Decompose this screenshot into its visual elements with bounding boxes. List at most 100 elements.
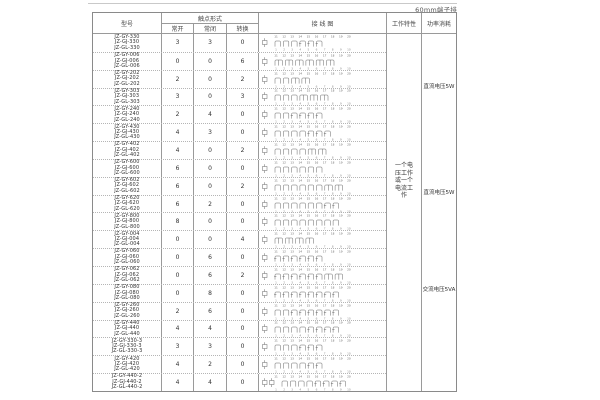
bottom-terminal-number: 4 <box>299 66 301 69</box>
normally-closed-contact-icon <box>299 113 306 119</box>
top-terminal-number: 18 <box>331 267 335 271</box>
model-number: JZ-GL-260 <box>114 312 140 319</box>
top-terminal-number: 15 <box>307 107 311 111</box>
top-terminal-number: 17 <box>323 142 327 146</box>
co-count-cell: 0 <box>226 34 258 52</box>
nc-count-cell: 4 <box>193 320 226 338</box>
top-terminal-number: 16 <box>315 89 319 93</box>
bottom-terminal-number: 5 <box>308 173 310 176</box>
top-terminal-number: 17 <box>323 357 327 361</box>
bottom-terminal-number: 2 <box>283 298 285 301</box>
top-terminal-number: 12 <box>282 71 286 75</box>
co-count-cell: 0 <box>226 302 258 320</box>
bottom-terminal-number: 10 <box>347 84 351 87</box>
coil-square-icon <box>262 255 268 260</box>
top-terminal-number: 12 <box>282 267 286 271</box>
model-number: JZ-GY-080 <box>114 284 140 291</box>
no-count-cell: 0 <box>161 284 193 302</box>
coil-square-icon <box>262 362 268 367</box>
no-count-cell: 3 <box>161 338 193 356</box>
normally-open-contact-icon <box>291 95 298 102</box>
top-terminal-number: 13 <box>290 107 294 111</box>
bottom-terminal-number: 7 <box>324 352 326 355</box>
model-number: JZ-GY-420 <box>114 355 140 362</box>
top-terminal-number: 18 <box>331 357 335 361</box>
header-normally-open: 常开 <box>161 23 193 33</box>
top-terminal-number: 15 <box>307 71 311 75</box>
normally-closed-contact-icon <box>324 130 331 137</box>
power-note-ac: 交流电压5VA <box>422 287 456 293</box>
model-number: JZ-GY-430 <box>114 123 140 130</box>
bottom-terminal-number: 10 <box>347 209 351 212</box>
top-terminal-number: 19 <box>339 357 343 361</box>
bottom-terminal-number: 7 <box>324 84 326 87</box>
top-terminal-number: 15 <box>307 374 311 378</box>
bottom-terminal-number: 7 <box>324 316 326 319</box>
bottom-terminal-number: 8 <box>332 388 334 391</box>
bottom-terminal-number: 2 <box>283 263 285 266</box>
normally-closed-contact-icon <box>283 255 290 262</box>
normally-closed-contact-icon <box>307 327 314 334</box>
bottom-terminal-number: 5 <box>308 245 310 248</box>
normally-closed-contact-icon <box>283 273 290 280</box>
top-terminal-number: 18 <box>331 303 335 307</box>
model-cell: JZ-GY-060 JZ-GJ-060 JZ-GL-060 <box>93 249 161 266</box>
normally-closed-contact-icon <box>339 380 346 387</box>
relay-wiring-diagram: 11 12 13 14 15 16 17 18 19 201 2 3 4 5 6 7 8 9 10 <box>262 35 351 51</box>
model-number: JZ-GY-800 <box>114 212 140 219</box>
model-number: JZ-GY-062 <box>114 266 140 273</box>
wiring-diagram-cell: 11 12 13 14 15 16 17 18 19 20 1 2 3 4 5 6 7 8 9 10 <box>258 249 386 266</box>
no-count-cell: 4 <box>161 356 193 374</box>
top-terminal-number: 16 <box>315 321 319 325</box>
bottom-terminal-number: 1 <box>275 334 277 337</box>
table-row: JZ-GY-330 JZ-GJ-330 JZ-GL-330 3 3 0 11 12 13 14 15… <box>93 34 386 52</box>
bottom-terminal-number: 4 <box>299 352 301 355</box>
top-terminal-number: 20 <box>347 285 351 289</box>
bottom-terminal-number: 1 <box>275 156 277 159</box>
top-terminal-number: 11 <box>274 249 278 253</box>
nc-count-cell: 8 <box>193 284 226 302</box>
bottom-terminal-number: 4 <box>299 280 301 283</box>
normally-open-contact-icon <box>274 166 281 173</box>
bottom-terminal-number: 10 <box>347 280 351 283</box>
bottom-terminal-number: 6 <box>316 227 318 230</box>
model-cell: JZ-GY-202 JZ-GJ-202 JZ-GL-202 <box>93 70 161 88</box>
bottom-terminal-number: 1 <box>275 263 277 266</box>
top-terminal-number: 20 <box>347 142 351 146</box>
model-cell: JZ-GY-430 JZ-GJ-430 JZ-GL-430 <box>93 124 161 141</box>
top-terminal-number: 11 <box>274 285 278 289</box>
no-count-cell: 4 <box>161 124 193 142</box>
model-number: JZ-GY-330-3 <box>111 337 143 344</box>
top-terminal-number: 12 <box>282 339 286 343</box>
bottom-terminal-number: 6 <box>316 245 318 248</box>
normally-open-contact-icon <box>307 202 314 209</box>
table-row: JZ-GY-420 JZ-GJ-420 JZ-GL-420 4 2 0 11 12 13 14 15… <box>93 355 386 373</box>
working-characteristics-text: 一个电压工作或一个电流工作 <box>394 162 413 199</box>
top-terminal-number: 17 <box>323 196 327 200</box>
no-count-cell: 2 <box>161 302 193 320</box>
top-terminal-number: 17 <box>323 53 327 57</box>
model-number: JZ-GL-060 <box>114 259 140 266</box>
top-terminal-number: 19 <box>339 142 343 146</box>
top-terminal-number: 14 <box>299 214 303 218</box>
top-terminal-number: 15 <box>307 232 311 236</box>
model-number: JZ-GJ-004 <box>114 236 140 242</box>
table-row: JZ-GY-330-3 JZ-GJ-330-3 JZ-GL-330-3 3 3 0 11 12… <box>93 337 386 355</box>
model-number: JZ-GY-060 <box>114 248 140 255</box>
normally-closed-contact-icon <box>291 309 298 316</box>
bottom-terminal-number: 3 <box>291 138 293 141</box>
top-terminal-number: 19 <box>339 53 343 57</box>
top-terminal-number: 18 <box>331 339 335 343</box>
bottom-terminal-number: 2 <box>283 66 285 69</box>
model-number: JZ-GL-602 <box>114 187 140 194</box>
table-row: JZ-GY-303 JZ-GJ-303 JZ-GL-303 3 0 3 11 12 13 14 15… <box>93 87 386 105</box>
coil-square-icon <box>262 148 268 153</box>
bottom-terminal-number: 7 <box>324 102 326 105</box>
normally-open-contact-icon <box>299 148 306 155</box>
wiring-diagram-cell: 11 12 13 14 15 16 17 18 19 20 1 2 3 4 5 6 7 8 9 10 <box>258 106 386 123</box>
bottom-terminal-number: 8 <box>332 298 334 301</box>
top-terminal-number: 13 <box>290 249 294 253</box>
normally-open-contact-icon <box>283 327 290 334</box>
co-count-cell: 0 <box>226 195 258 213</box>
no-count-cell: 0 <box>161 231 193 249</box>
